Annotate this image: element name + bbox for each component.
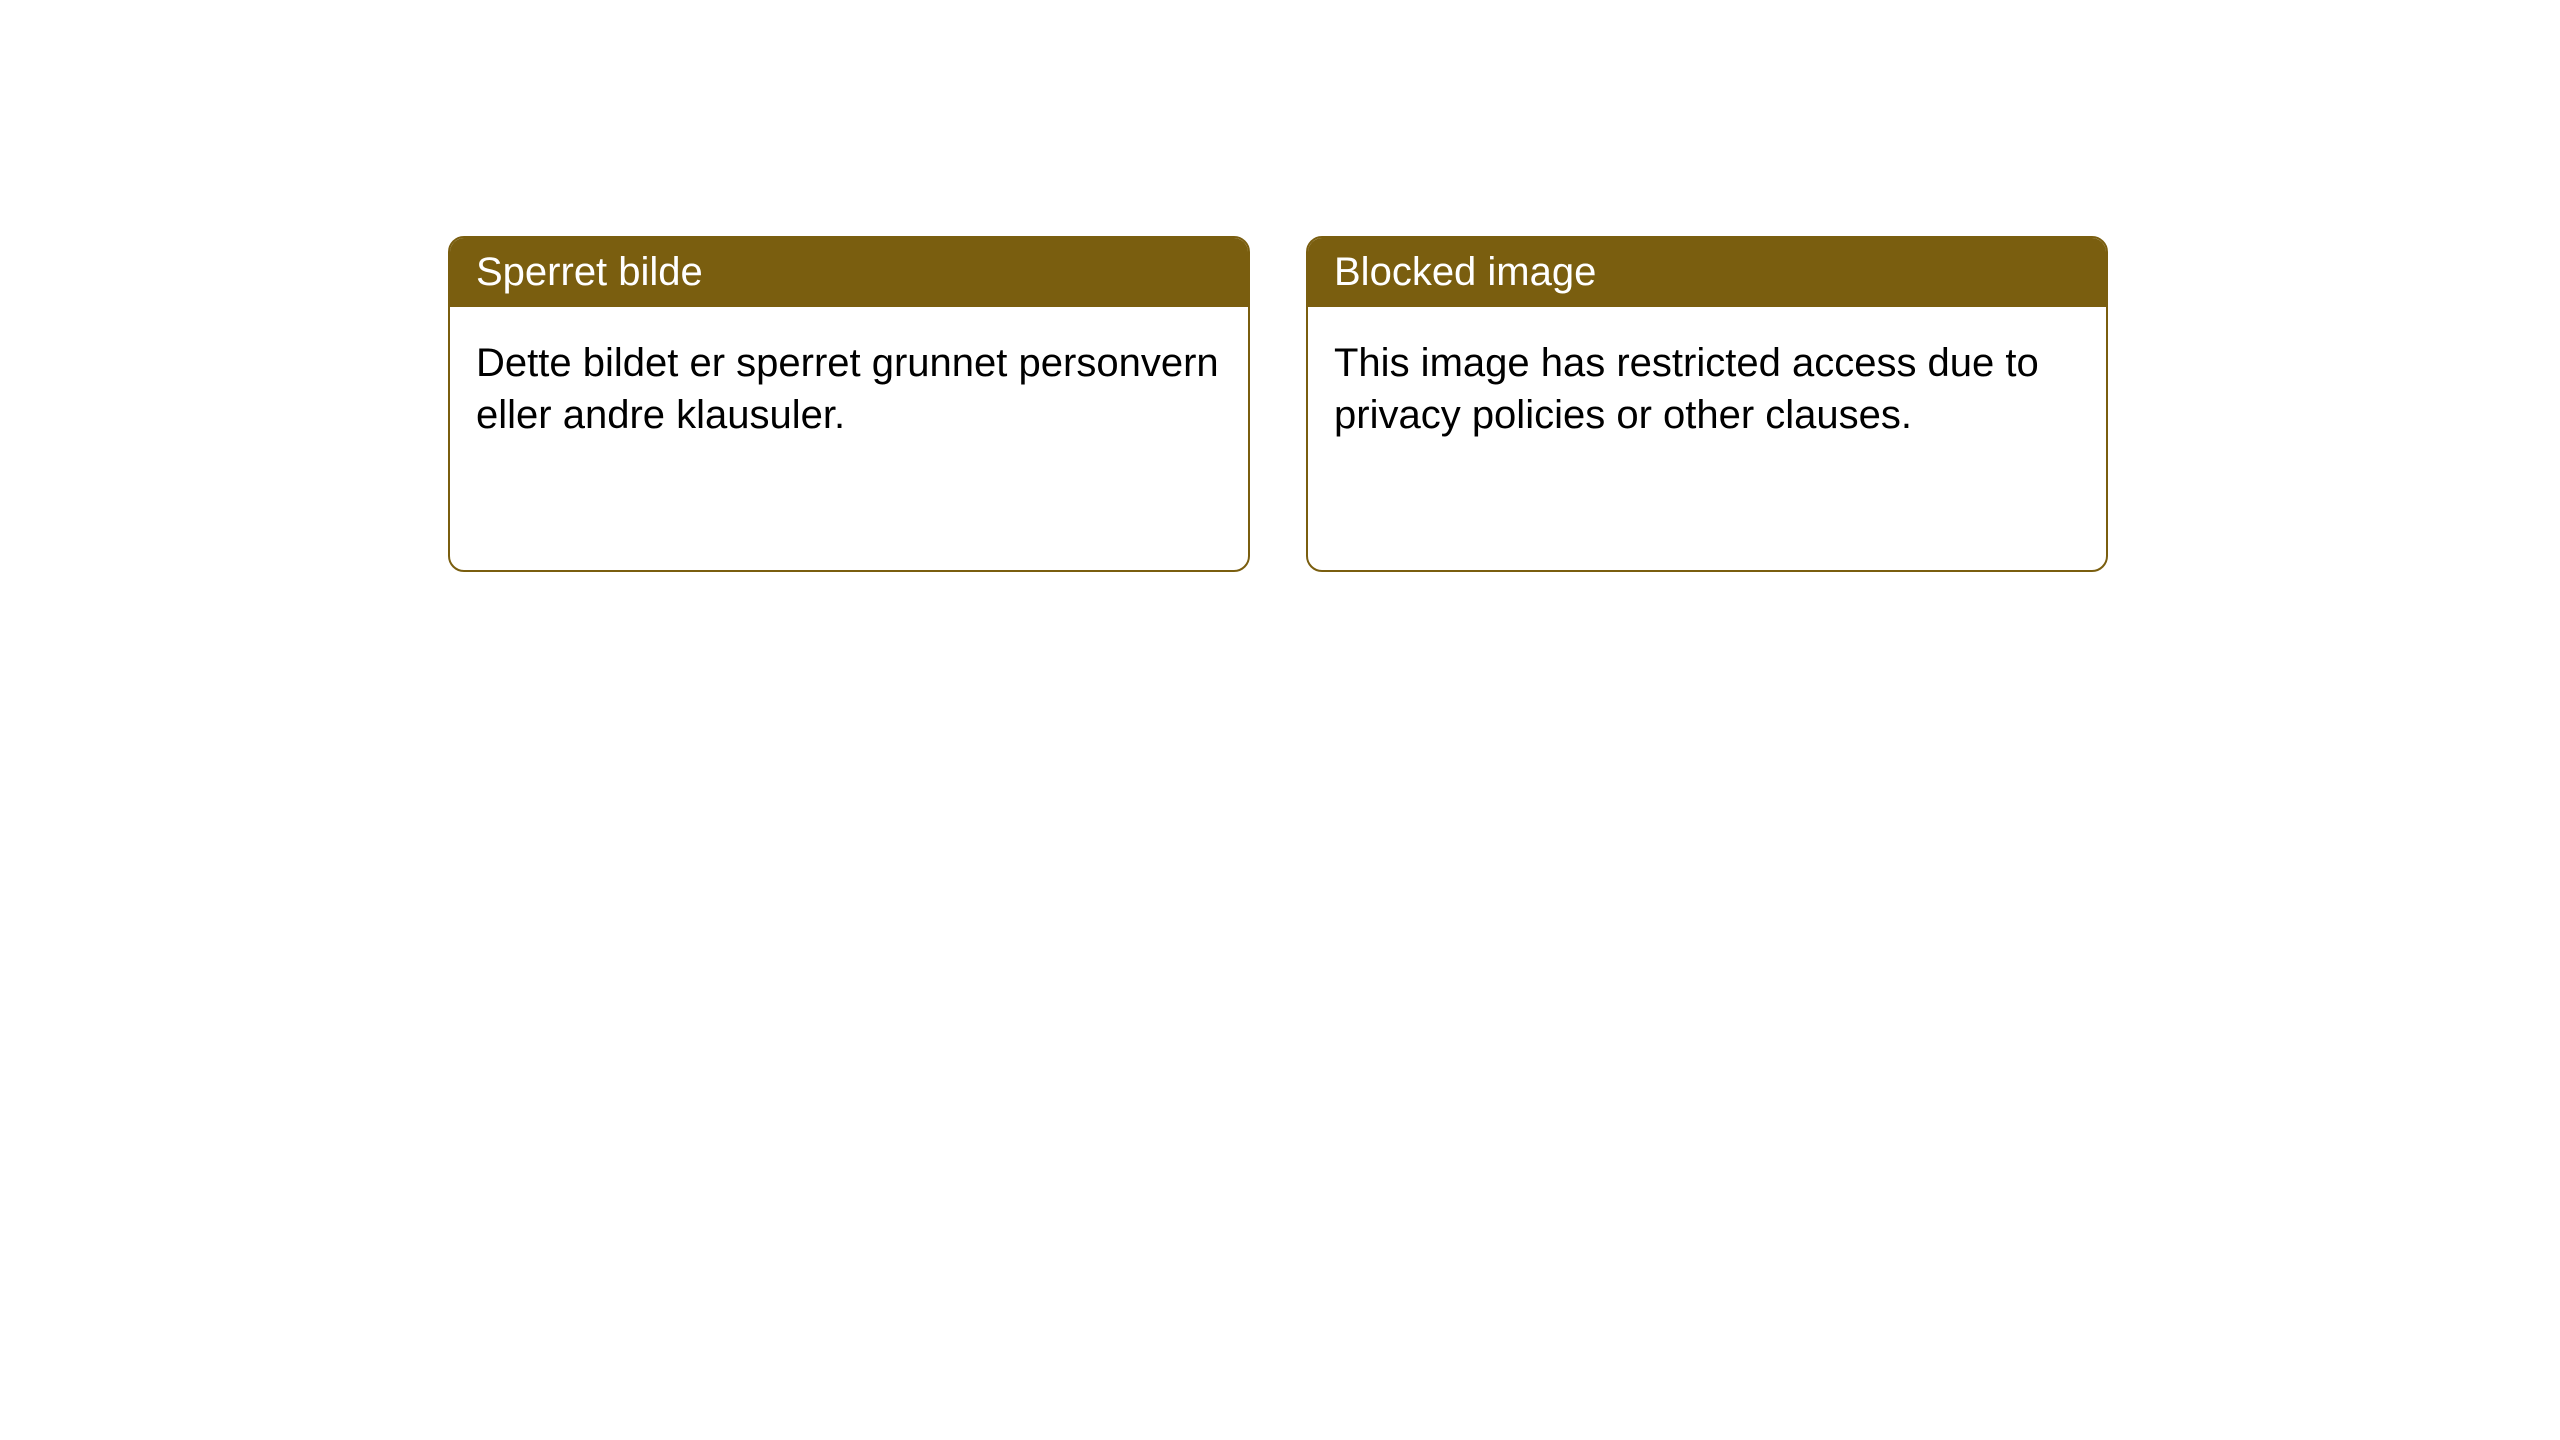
notice-header: Blocked image [1308,238,2106,307]
notice-body-text: Dette bildet er sperret grunnet personve… [476,341,1219,437]
notice-header-text: Blocked image [1334,250,1596,294]
notice-body-text: This image has restricted access due to … [1334,341,2039,437]
notice-card-norwegian: Sperret bilde Dette bildet er sperret gr… [448,236,1250,572]
notice-body: This image has restricted access due to … [1308,307,2106,471]
notice-header: Sperret bilde [450,238,1248,307]
notice-header-text: Sperret bilde [476,250,703,294]
notice-card-english: Blocked image This image has restricted … [1306,236,2108,572]
notice-body: Dette bildet er sperret grunnet personve… [450,307,1248,471]
notice-container: Sperret bilde Dette bildet er sperret gr… [448,236,2108,572]
